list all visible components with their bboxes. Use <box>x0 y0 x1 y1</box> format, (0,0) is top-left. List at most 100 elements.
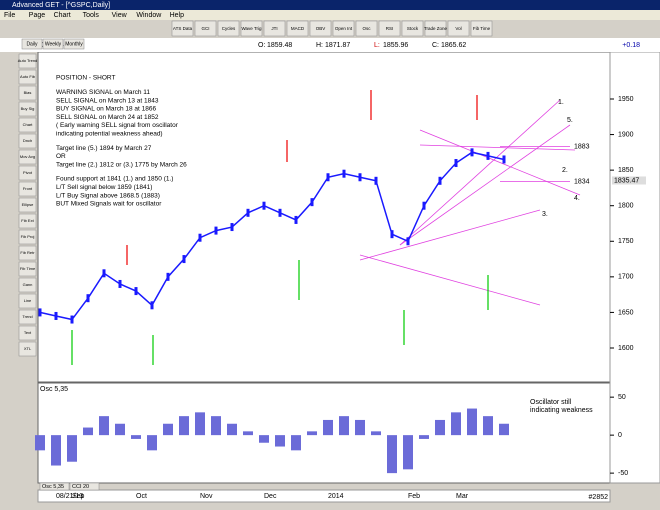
price-bar <box>310 198 314 207</box>
y-tick-label: 1650 <box>618 309 634 316</box>
toolbar-button[interactable] <box>309 20 332 37</box>
menu-item[interactable]: File <box>4 12 15 19</box>
toolbar-button[interactable] <box>263 20 286 37</box>
note-line: ( Early warning SELL signal from oscilla… <box>56 122 179 129</box>
tool-label: Bias <box>24 90 32 95</box>
note-line: Target line (2.) 1812 or (3.) 1775 by Ma… <box>56 161 187 168</box>
price-bar <box>342 169 346 178</box>
note-line: WARNING SIGNAL on March 11 <box>56 89 150 96</box>
y-tick-label: 1800 <box>618 203 634 210</box>
note-line: Target line (5.) 1894 by March 27 <box>56 145 152 152</box>
price-bar <box>454 159 458 168</box>
tool-button[interactable] <box>18 325 37 341</box>
pane-tab[interactable] <box>39 482 70 491</box>
osc-bar <box>403 435 413 470</box>
last-price-box <box>612 176 646 185</box>
toolbar-label: JTI <box>271 26 277 31</box>
osc-bar <box>307 431 317 436</box>
tool-button[interactable] <box>18 165 37 181</box>
toolbar-button[interactable] <box>194 20 217 37</box>
period-tab[interactable] <box>42 38 64 50</box>
toolbar-button[interactable] <box>171 20 194 37</box>
osc-bar <box>179 416 189 436</box>
toolbar-button[interactable] <box>424 20 447 37</box>
tool-button[interactable] <box>18 277 37 293</box>
tool-button[interactable] <box>18 197 37 213</box>
pane-tab-label: CCI 20 <box>72 484 89 490</box>
tool-button[interactable] <box>18 293 37 309</box>
menu-item[interactable]: Chart <box>54 12 71 19</box>
trend-line-label: 3. <box>542 211 548 218</box>
y-tick-label: 1850 <box>618 167 634 174</box>
toolbar-button[interactable] <box>286 20 309 37</box>
sell-arrows <box>126 90 478 265</box>
tool-button[interactable] <box>18 53 37 69</box>
osc-bar <box>35 435 45 451</box>
osc-bar <box>131 435 141 439</box>
period-tab[interactable] <box>63 38 85 50</box>
menu-item[interactable]: Page <box>29 12 45 19</box>
price-bar <box>70 315 74 324</box>
tool-button[interactable] <box>18 69 37 85</box>
tool-button[interactable] <box>18 85 37 101</box>
toolbar-button[interactable] <box>355 20 378 37</box>
tool-label: Trend <box>22 314 32 319</box>
toolbar-button[interactable] <box>217 20 240 37</box>
price-bar <box>86 294 90 303</box>
toolbar-label: MACD <box>291 26 305 31</box>
tool-label: Front <box>23 186 33 191</box>
menu-item[interactable]: Window <box>136 12 162 19</box>
date-label: Mar <box>456 493 469 500</box>
toolbar-label: Open Int <box>335 26 353 31</box>
buy-arrows <box>71 260 489 365</box>
toolbar-label: OBV <box>316 26 326 31</box>
toolbar-button[interactable] <box>401 20 424 37</box>
menu-item[interactable]: View <box>112 12 128 19</box>
tool-button[interactable] <box>18 229 37 245</box>
toolbar-button[interactable] <box>378 20 401 37</box>
toolbar-button[interactable] <box>447 20 470 37</box>
price-bar <box>438 176 442 185</box>
toolbar-button[interactable] <box>470 20 493 37</box>
date-label: Nov <box>200 493 213 500</box>
tool-button[interactable] <box>18 133 37 149</box>
price-bar <box>118 279 122 288</box>
menu-item[interactable]: Help <box>170 12 185 19</box>
y-tick-label: 1700 <box>618 274 634 281</box>
tool-button[interactable] <box>18 149 37 165</box>
window-title: Advanced GET - [^GSPC,Daily] <box>12 2 110 9</box>
ohlc-value: 1865.62 <box>441 42 466 49</box>
title-bar <box>0 0 660 10</box>
tool-button[interactable] <box>18 309 37 325</box>
toolbar-button[interactable] <box>240 20 263 37</box>
toolbar-label: Osc <box>362 26 371 31</box>
price-bar <box>38 308 42 317</box>
osc-bar <box>259 435 269 443</box>
menu-item[interactable]: Tools <box>83 12 100 19</box>
tool-label: Fib Time <box>20 266 36 271</box>
tool-button[interactable] <box>18 181 37 197</box>
toolbar-label: Vol <box>455 26 461 31</box>
tool-button[interactable] <box>18 245 37 261</box>
osc-bar <box>243 431 253 436</box>
y-tick-label: 1900 <box>618 131 634 138</box>
note-line: L/T Buy Signal above 1868.5 (1883) <box>56 192 160 199</box>
toolbar-button[interactable] <box>332 20 355 37</box>
pane-tab[interactable] <box>69 482 100 491</box>
tool-button[interactable] <box>18 117 37 133</box>
tool-button[interactable] <box>18 261 37 277</box>
osc-bar <box>51 435 61 466</box>
tool-button[interactable] <box>18 101 37 117</box>
ohlc-value: 1871.87 <box>325 42 350 49</box>
period-tab-label: Weekly <box>45 41 62 47</box>
osc-bar <box>147 435 157 451</box>
tool-button[interactable] <box>18 213 37 229</box>
note-line: BUY SIGNAL on March 18 at 1866 <box>56 106 156 113</box>
osc-bar <box>451 412 461 436</box>
note-line: L/T Sell signal below 1859 (1841) <box>56 184 152 191</box>
tool-button[interactable] <box>18 341 37 357</box>
date-label: Sep <box>72 493 85 500</box>
note-line: OR <box>56 153 66 160</box>
period-tab[interactable] <box>21 38 43 50</box>
